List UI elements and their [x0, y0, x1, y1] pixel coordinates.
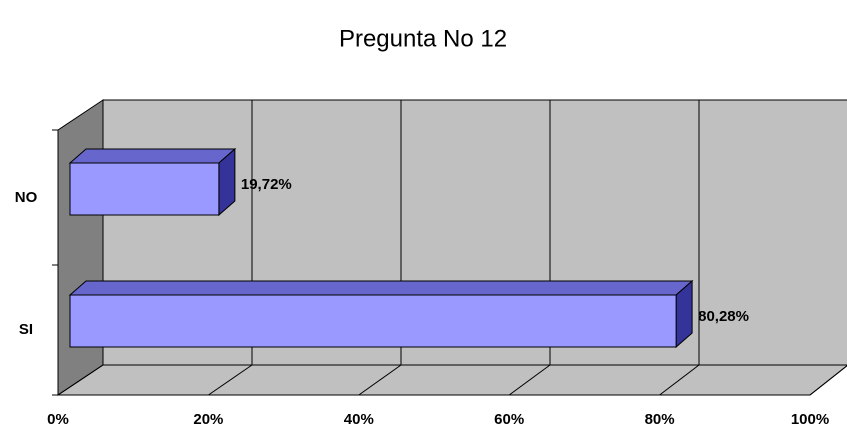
plot: 0% 20% 40% 60% 80% 100% NO 19,72% SI 80,28% [15, 100, 847, 428]
grid-line [358, 364, 402, 396]
y-tick-label: SI [19, 321, 33, 338]
grid-line [809, 365, 847, 396]
x-tick-label: 0% [47, 411, 69, 428]
x-tick-label: 80% [645, 411, 675, 428]
floor [56, 364, 847, 396]
bar-top [68, 280, 694, 296]
x-tick-label: 20% [193, 411, 223, 428]
bar [69, 162, 220, 216]
y-tick-label: NO [15, 189, 38, 206]
bar [69, 294, 677, 348]
bar-top [68, 148, 237, 164]
chart-title: Pregunta No 12 [339, 25, 507, 52]
side-wall [57, 99, 104, 396]
grid-line [659, 364, 700, 396]
x-tick-label: 100% [791, 411, 829, 428]
x-tick-label: 40% [344, 411, 374, 428]
value-label: 19,72% [241, 176, 292, 193]
grid-line [508, 364, 551, 396]
grid-line [57, 364, 104, 396]
x-tick-label: 60% [494, 411, 524, 428]
value-label: 80,28% [698, 308, 749, 325]
grid-line [208, 364, 253, 396]
